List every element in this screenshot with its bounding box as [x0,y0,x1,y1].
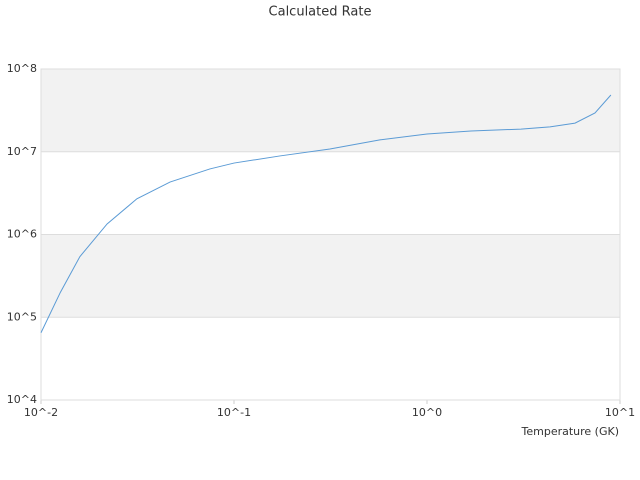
grid-band [41,234,620,318]
x-axis-label: Temperature (GK) [521,425,620,438]
chart-title: Calculated Rate [269,5,372,20]
x-tick-label: 10^0 [412,406,442,419]
grid-band [41,69,620,152]
y-tick-label: 10^4 [7,393,37,406]
y-tick-label: 10^8 [7,62,37,75]
y-tick-label: 10^7 [7,145,37,158]
y-tick-label: 10^6 [7,228,37,241]
x-tick-label: 10^-2 [24,406,58,419]
plot-border [40,68,621,401]
y-tick-label: 10^5 [7,310,37,323]
x-tick-label: 10^1 [605,406,635,419]
data-line [40,94,612,333]
x-tick-label: 10^-1 [217,406,251,419]
